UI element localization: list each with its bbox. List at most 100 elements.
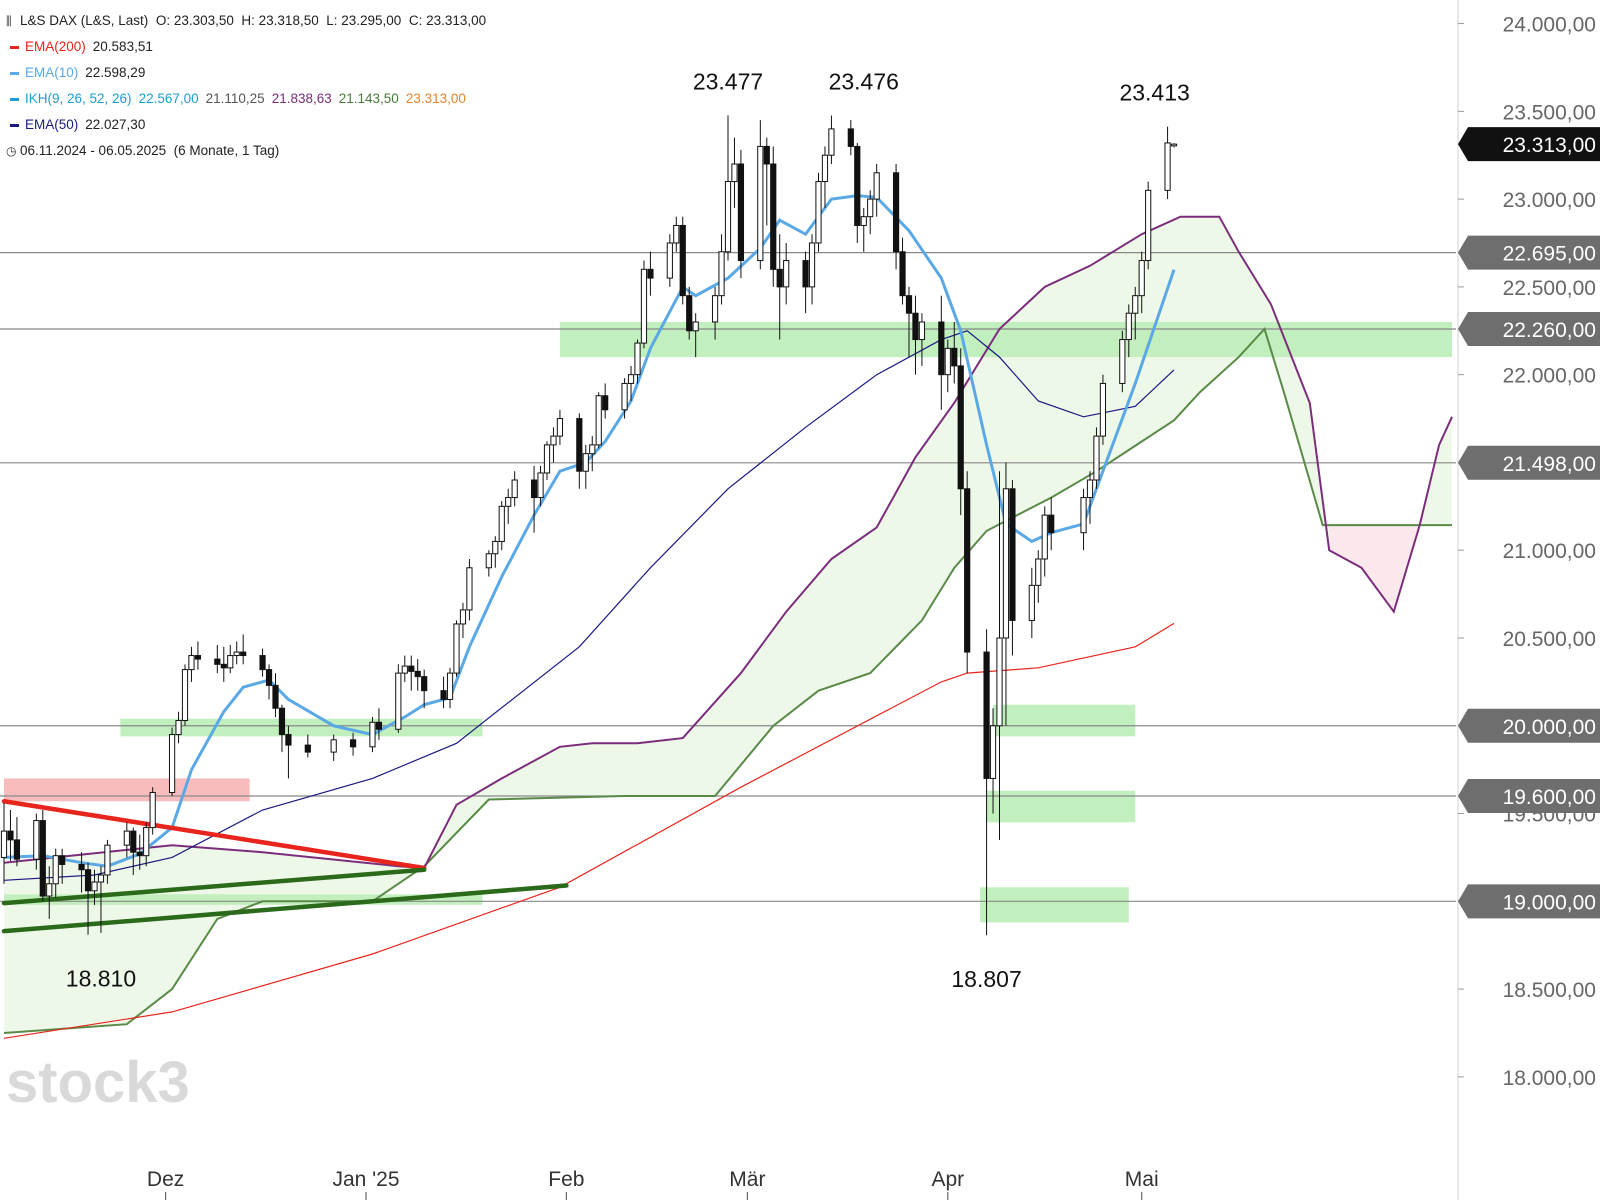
candle-body-down	[13, 839, 21, 860]
candle-body-down	[530, 479, 538, 499]
candle-body-up	[1041, 514, 1048, 560]
candle-body-down	[737, 163, 745, 262]
candle	[847, 120, 854, 156]
candle-body-up	[1132, 295, 1139, 314]
zone-green	[120, 718, 483, 737]
candle-body-up	[485, 553, 492, 569]
candlestick-icon: ⫼	[6, 14, 12, 28]
candle-body-down	[957, 365, 964, 490]
candle-body-up	[640, 268, 648, 344]
legend-item[interactable]: IKH(9, 26, 52, 26) 22.567,00 21.110,25 21.8…	[6, 86, 486, 112]
candle-body-down	[59, 855, 66, 865]
candle	[595, 392, 602, 449]
level-price-tag: 21.498,00	[1503, 453, 1596, 476]
candle-body-up	[673, 224, 680, 244]
candle	[91, 869, 98, 905]
candle-body-down	[964, 488, 971, 653]
candle-body-down	[259, 655, 266, 671]
candle	[873, 164, 880, 217]
candle-body-down	[214, 658, 221, 665]
legend-item[interactable]: EMA(200) 20.583,51	[6, 34, 486, 60]
trendline-green	[1, 867, 427, 906]
legend-label: EMA(200)	[25, 39, 86, 54]
candle-body-up	[1170, 143, 1178, 147]
candle-body-down	[847, 128, 854, 147]
legend-item[interactable]: EMA(50) 22.027,30	[6, 112, 486, 138]
level-price-tag-bg	[1458, 779, 1600, 813]
candle-body-up	[511, 479, 518, 499]
candle	[724, 115, 732, 261]
price-annotations: 23.477 23.476 23.413 18.810 18.807	[66, 68, 1190, 992]
candle-body-down	[802, 260, 809, 288]
candle	[905, 286, 913, 358]
legend-label: EMA(10)	[25, 65, 79, 80]
candle	[550, 427, 557, 463]
candle	[136, 834, 143, 870]
candle	[944, 339, 951, 393]
candle	[996, 471, 1003, 840]
candle	[1164, 126, 1171, 200]
candle-body-down	[7, 830, 14, 841]
candle	[602, 383, 609, 419]
candle	[7, 810, 14, 861]
legend-header: ⫼ L&S DAX (L&S, Last) O: 23.303,50 H: 23…	[6, 8, 486, 34]
y-tick-label: 21.000,00	[1503, 540, 1596, 563]
candle-body-up	[168, 734, 176, 793]
candle	[395, 664, 402, 733]
x-tick-label: Mär	[729, 1168, 765, 1191]
x-tick-label: Dez	[147, 1168, 184, 1191]
candle-body-down	[686, 295, 693, 332]
candle	[52, 848, 59, 898]
candle-body-down	[770, 163, 777, 270]
candle-body-up	[815, 181, 822, 244]
candle	[369, 717, 376, 753]
candle	[1145, 181, 1152, 270]
candle	[543, 441, 551, 480]
candle	[576, 413, 583, 489]
candle-body-up	[149, 791, 156, 829]
candle-body-down	[84, 869, 92, 892]
candle-body-down	[272, 684, 279, 709]
legend-swatch	[10, 45, 19, 49]
zone-red	[4, 778, 250, 802]
candle-body-down	[130, 830, 137, 853]
candle	[149, 787, 156, 835]
candle-body-up	[188, 655, 195, 671]
level-price-tag: 20.000,00	[1503, 716, 1596, 739]
level-price-tag-bg	[1458, 445, 1600, 480]
y-tick-label: 24.000,00	[1503, 14, 1596, 37]
candle	[828, 115, 835, 164]
candle	[860, 207, 867, 252]
y-tick-label: 18.500,00	[1503, 979, 1596, 1002]
price-annotation: 23.476	[829, 69, 899, 95]
candle	[46, 866, 53, 919]
candle-body-up	[395, 672, 402, 730]
candle	[530, 465, 538, 533]
candle-body-down	[905, 295, 913, 314]
candle-body-up	[543, 444, 551, 474]
candle-body-up	[1119, 339, 1126, 384]
price-annotation: 18.810	[66, 966, 136, 992]
candle	[1035, 550, 1042, 603]
candle	[13, 817, 21, 867]
candle-body-up	[492, 540, 499, 555]
ichimoku-cloud	[4, 216, 1452, 1033]
candle-body-up	[104, 844, 111, 876]
candle	[181, 664, 189, 726]
candle-body-up	[821, 154, 829, 183]
candle-body-up	[330, 739, 337, 753]
horizontal-levels	[0, 252, 1456, 902]
candle	[1119, 330, 1126, 393]
candle	[498, 501, 505, 551]
level-price-tag: 22.695,00	[1503, 243, 1596, 266]
candle-body-up	[550, 435, 557, 446]
level-price-tag: 19.600,00	[1503, 786, 1596, 809]
y-tick-label: 22.500,00	[1503, 277, 1596, 300]
legend-item[interactable]: EMA(10) 22.598,29	[6, 60, 486, 86]
candle-body-up	[873, 172, 880, 200]
candle-body-up	[1002, 488, 1010, 639]
candle	[892, 164, 900, 270]
legend-swatch	[10, 97, 19, 101]
candle	[957, 348, 964, 516]
candle	[951, 322, 958, 384]
